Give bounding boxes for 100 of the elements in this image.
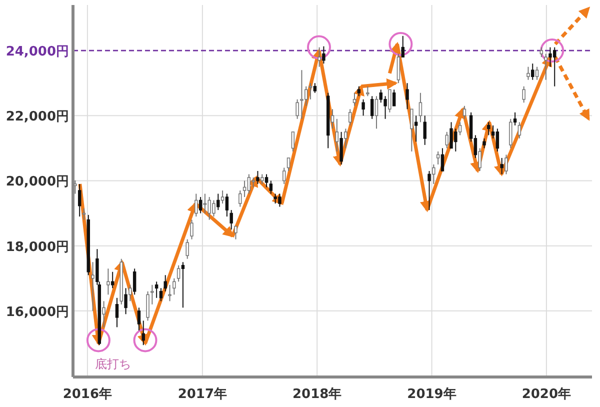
candlestick: [540, 46, 544, 58]
candlestick: [509, 118, 512, 149]
x-tick-label: 2016年: [62, 387, 112, 402]
candlestick: [238, 190, 242, 208]
candlestick: [428, 170, 431, 211]
candlestick: [159, 288, 163, 302]
candlestick: [374, 96, 378, 130]
candlestick: [269, 180, 273, 194]
candlestick: [436, 150, 440, 165]
candlestick: [348, 108, 352, 126]
candlestick: [445, 131, 448, 149]
candlestick: [513, 112, 517, 126]
annotation: 底打ち: [95, 357, 131, 371]
candlestick: [230, 210, 233, 230]
candlestick: [335, 118, 339, 152]
x-tick-label: 2019年: [407, 387, 456, 402]
candlestick: [74, 180, 77, 194]
y-tick-label: 20,000円: [6, 174, 69, 190]
candlestick: [496, 128, 500, 152]
candlestick: [181, 262, 185, 308]
candlestick: [384, 96, 387, 120]
candlestick: [132, 268, 136, 296]
candlestick: [115, 297, 119, 328]
y-tick-label: 18,000円: [6, 240, 69, 255]
candlestick: [264, 174, 268, 188]
candlestick: [142, 320, 145, 346]
candlestick: [106, 268, 110, 296]
candlestick: [282, 167, 286, 184]
candlestick: [164, 274, 167, 292]
x-tick-label: 2020年: [522, 387, 572, 402]
candlestick: [418, 92, 422, 123]
candlestick: [190, 219, 194, 240]
candlestick: [548, 46, 552, 68]
y-tick-label: 16,000円: [6, 304, 69, 320]
y-tick-label: 22,000円: [6, 110, 69, 125]
candlestick: [414, 115, 418, 142]
candlestick: [216, 193, 220, 211]
candlestick: [252, 176, 255, 188]
candlestick: [300, 70, 304, 120]
candlestick: [362, 98, 365, 116]
candlestick: [322, 46, 326, 64]
x-tick-label: 2017年: [178, 387, 228, 402]
candlestick: [396, 53, 400, 84]
x-tick-label: 2018年: [292, 387, 342, 402]
candlestick: [176, 264, 180, 282]
candlestick: [487, 122, 490, 136]
candlestick: [388, 89, 392, 113]
candlestick: [225, 193, 229, 218]
candlestick: [137, 307, 141, 331]
candlestick: [500, 157, 504, 175]
y-tick-label: 24,000円: [6, 44, 69, 60]
candlestick: [535, 66, 539, 80]
candlestick: [344, 128, 348, 149]
candlestick: [102, 300, 106, 328]
candlestick: [78, 183, 82, 218]
candlestick: [124, 288, 128, 315]
candlestick: [531, 63, 534, 80]
candlestick: [234, 226, 238, 240]
candlestick: [370, 96, 374, 120]
candlestick: [526, 66, 530, 80]
candlestick: [401, 35, 404, 58]
candlestick: [340, 131, 343, 165]
candlestick: [242, 180, 246, 198]
candlestick: [330, 108, 334, 130]
candlestick: [357, 86, 360, 97]
candlestick: [392, 89, 396, 106]
candlestick: [168, 284, 172, 302]
candlestick: [423, 115, 426, 146]
candlestick: [478, 148, 482, 172]
candlestick: [260, 174, 264, 184]
candlestick: [482, 138, 486, 149]
candlestick: [91, 262, 94, 312]
candlestick: [256, 170, 260, 184]
candlestick: [518, 122, 522, 139]
point: [540, 38, 564, 63]
candlestick: [313, 82, 317, 94]
candlestick: [203, 193, 207, 214]
candlestick: [172, 278, 176, 296]
candlestick: [220, 190, 224, 204]
point: [306, 35, 331, 60]
candlestick: [194, 193, 198, 218]
candlestick: [286, 157, 290, 172]
candlestick: [410, 108, 414, 152]
candlestick: [432, 164, 436, 184]
candlestick: [146, 290, 150, 322]
candlestick: [440, 148, 444, 172]
candlestick: [406, 82, 409, 110]
candlestick: [110, 271, 114, 289]
candlestick: [366, 86, 370, 97]
candlestick: [291, 131, 295, 152]
candlestick: [186, 238, 189, 260]
candlestick: [458, 122, 462, 136]
candlestick: [504, 154, 508, 175]
candlestick: [150, 284, 154, 305]
candlestick: [198, 196, 202, 214]
candlestick: [462, 105, 466, 120]
point: [388, 32, 413, 56]
candlestick: [308, 82, 312, 100]
candlestick: [247, 174, 251, 194]
candlestick: [352, 92, 356, 106]
